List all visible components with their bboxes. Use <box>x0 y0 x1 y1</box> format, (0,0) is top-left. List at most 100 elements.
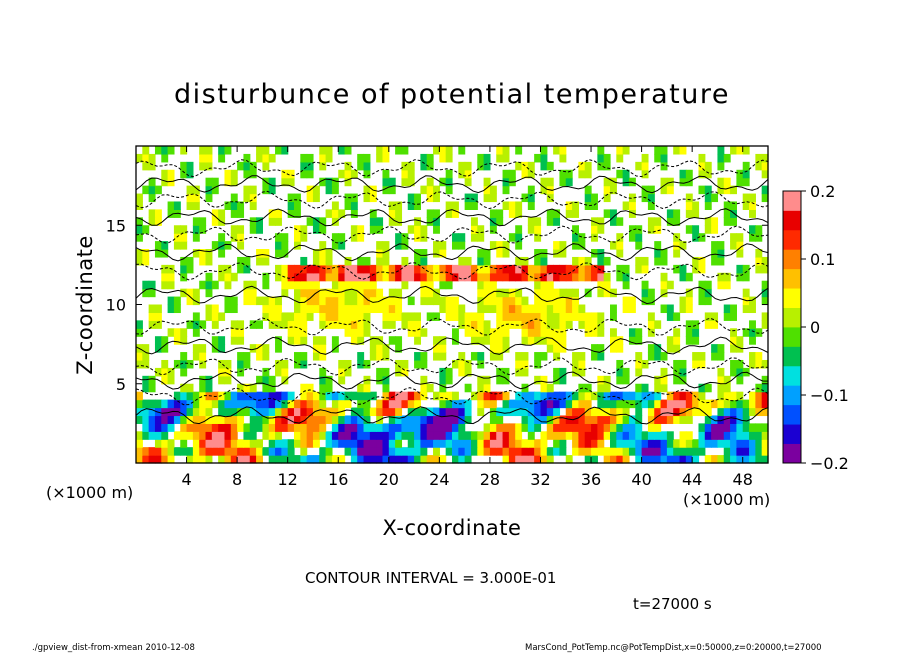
field-cell <box>761 359 769 369</box>
field-cell <box>622 415 630 424</box>
field-cell <box>502 264 510 274</box>
field-cell <box>483 264 491 274</box>
field-cell <box>439 367 447 377</box>
field-cell <box>376 375 384 385</box>
field-cell <box>350 193 358 203</box>
field-cell <box>502 249 510 258</box>
field-cell <box>161 264 169 274</box>
field-cell <box>433 241 440 250</box>
field-cell <box>344 146 352 155</box>
field-cell <box>673 415 681 424</box>
field-cell <box>692 328 700 337</box>
field-cell <box>591 431 598 440</box>
field-cell <box>464 201 472 210</box>
field-cell <box>376 399 384 409</box>
field-cell <box>534 423 542 432</box>
field-cell <box>515 431 523 440</box>
field-cell <box>199 431 207 440</box>
field-cell <box>572 312 579 321</box>
field-cell <box>477 328 485 337</box>
field-cell <box>300 304 308 314</box>
field-cell <box>736 367 744 377</box>
field-cell <box>331 217 339 226</box>
field-cell <box>736 375 744 385</box>
field-cell <box>230 423 238 432</box>
field-cell <box>761 320 769 329</box>
field-cell <box>338 391 346 401</box>
field-cell <box>407 169 415 179</box>
field-cell <box>445 264 453 274</box>
field-cell <box>660 280 668 290</box>
field-cell <box>287 280 295 290</box>
field-cell <box>717 352 725 361</box>
field-cell <box>527 447 535 456</box>
field-cell <box>350 391 358 401</box>
field-cell <box>256 423 263 432</box>
field-cell <box>306 193 314 203</box>
field-cell <box>489 296 497 306</box>
field-cell <box>749 296 756 306</box>
field-cell <box>344 256 352 266</box>
field-cell <box>192 320 200 329</box>
field-cell <box>382 177 390 187</box>
field-cell <box>325 272 333 282</box>
field-cell <box>603 153 611 163</box>
field-cell <box>502 153 510 163</box>
field-cell <box>294 264 301 274</box>
field-cell <box>559 153 567 163</box>
colorbar-segment <box>783 229 801 250</box>
field-cell <box>186 447 194 456</box>
field-cell <box>281 399 289 409</box>
field-cell <box>761 185 769 195</box>
field-cell <box>458 423 466 432</box>
field-cell <box>660 399 668 409</box>
field-cell <box>148 455 156 464</box>
field-cell <box>572 391 579 401</box>
field-cell <box>180 336 188 345</box>
field-cell <box>654 249 662 258</box>
field-cell <box>148 407 156 417</box>
field-cell <box>237 336 245 345</box>
field-cell <box>338 359 346 369</box>
field-cell <box>192 193 200 203</box>
field-cell <box>357 233 365 242</box>
field-cell <box>211 280 219 290</box>
field-cell <box>527 217 535 226</box>
field-cell <box>199 415 207 424</box>
field-cell <box>275 233 282 242</box>
field-cell <box>553 439 561 448</box>
field-cell <box>666 217 674 226</box>
field-cell <box>553 447 561 456</box>
field-cell <box>692 320 700 329</box>
field-cell <box>306 272 314 282</box>
field-cell <box>628 209 636 218</box>
field-cell <box>319 423 327 432</box>
field-cell <box>395 431 403 440</box>
field-cell <box>414 264 421 274</box>
field-cell <box>395 415 403 424</box>
field-cell <box>755 431 763 440</box>
field-cell <box>730 233 737 242</box>
field-cell <box>167 328 175 337</box>
field-cell <box>464 328 472 337</box>
field-cell <box>243 399 251 409</box>
field-cell <box>622 146 630 155</box>
field-cell <box>401 423 409 432</box>
field-cell <box>369 193 377 203</box>
field-cell <box>515 233 523 242</box>
plot-area <box>135 145 769 464</box>
field-cell <box>521 169 529 179</box>
field-cell <box>508 201 516 210</box>
field-cell <box>591 352 598 361</box>
field-cell <box>477 375 485 385</box>
x-axis-ticks: 4 8 12 16 20 24 28 32 36 40 44 48 <box>181 146 753 489</box>
field-cell <box>559 320 567 329</box>
field-cell <box>496 344 504 353</box>
field-cell <box>515 288 523 298</box>
field-cell <box>338 233 346 242</box>
field-cell <box>666 336 674 345</box>
contour-lines <box>135 159 769 425</box>
field-cell <box>136 431 143 440</box>
field-cell <box>679 296 687 306</box>
field-cell <box>610 407 617 417</box>
